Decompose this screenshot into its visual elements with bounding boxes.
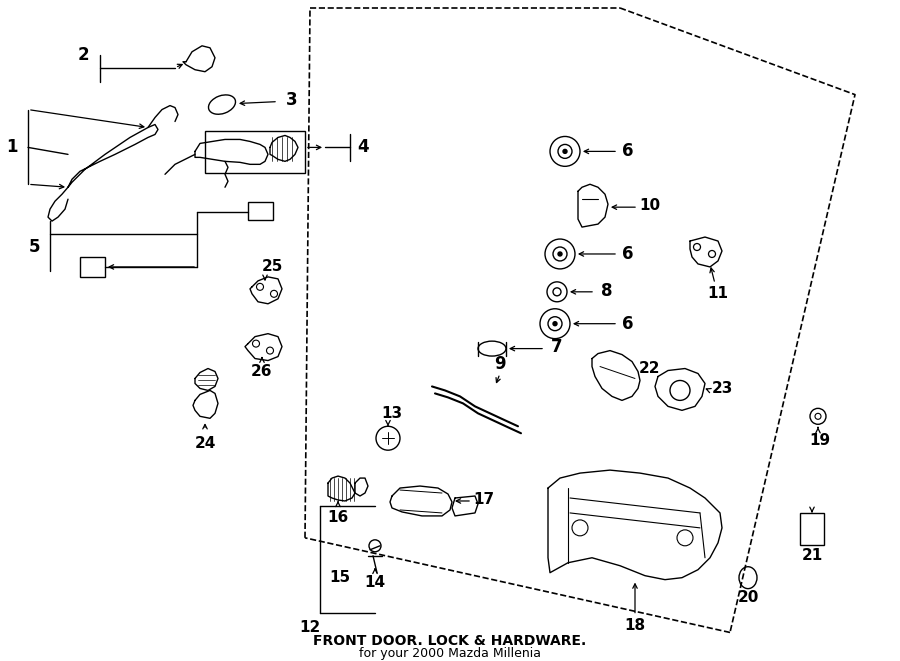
- Text: 17: 17: [473, 492, 495, 508]
- Text: 10: 10: [639, 198, 661, 213]
- Text: 11: 11: [707, 286, 728, 301]
- Text: for your 2000 Mazda Millenia: for your 2000 Mazda Millenia: [359, 647, 541, 660]
- Text: 2: 2: [77, 46, 89, 63]
- Text: 12: 12: [300, 620, 320, 635]
- Text: FRONT DOOR. LOCK & HARDWARE.: FRONT DOOR. LOCK & HARDWARE.: [313, 635, 587, 648]
- Text: 6: 6: [622, 142, 634, 161]
- Bar: [248, 202, 273, 220]
- Text: 26: 26: [251, 364, 273, 379]
- Text: 4: 4: [357, 138, 369, 157]
- Text: 7: 7: [551, 338, 562, 356]
- Circle shape: [558, 252, 562, 256]
- Text: 20: 20: [737, 590, 759, 605]
- Bar: [80, 257, 105, 277]
- Text: 18: 18: [625, 618, 645, 633]
- Bar: [800, 513, 824, 545]
- Bar: [205, 132, 305, 173]
- Text: 1: 1: [6, 138, 18, 157]
- Circle shape: [553, 322, 557, 326]
- Text: 3: 3: [286, 91, 298, 108]
- Text: 5: 5: [29, 238, 40, 256]
- Text: 23: 23: [711, 381, 733, 396]
- Text: 24: 24: [194, 436, 216, 451]
- Text: 14: 14: [364, 575, 385, 590]
- Text: 25: 25: [261, 259, 283, 274]
- Text: 6: 6: [622, 315, 634, 332]
- Text: 8: 8: [601, 282, 613, 300]
- Text: 13: 13: [382, 406, 402, 421]
- Text: 22: 22: [639, 361, 661, 376]
- Text: 21: 21: [801, 548, 823, 563]
- Circle shape: [563, 149, 567, 153]
- Text: 6: 6: [622, 245, 634, 263]
- Text: 16: 16: [328, 510, 348, 525]
- Text: 15: 15: [329, 570, 351, 585]
- Text: 19: 19: [809, 433, 831, 447]
- Text: 9: 9: [494, 354, 506, 373]
